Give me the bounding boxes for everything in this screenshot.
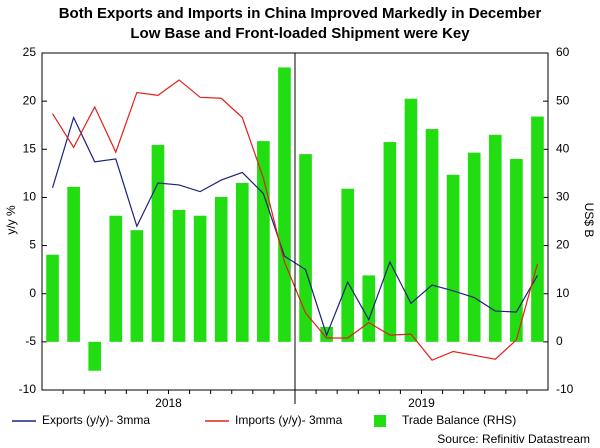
bar xyxy=(467,152,481,342)
y2-tick-label: 60 xyxy=(556,45,570,59)
y-tick-label: 10 xyxy=(23,190,37,204)
y-tick-label: 5 xyxy=(29,238,36,252)
bar xyxy=(404,98,418,342)
legend-swatch xyxy=(374,415,386,427)
y-tick-label: 0 xyxy=(29,286,36,300)
y2-tick-label: 0 xyxy=(556,334,563,348)
legend-label: Imports (y/y)- 3mma xyxy=(235,413,343,427)
y2-tick-label: 30 xyxy=(556,190,570,204)
bar xyxy=(172,209,186,342)
y2-tick-label: 40 xyxy=(556,141,570,155)
bar xyxy=(88,341,102,371)
y-axis-label: y/y % xyxy=(4,205,18,235)
x-tick-label: 2019 xyxy=(408,396,435,410)
y2-axis-label: US$ B xyxy=(582,203,596,238)
bar xyxy=(341,188,355,342)
bar xyxy=(531,116,544,342)
bar xyxy=(151,144,165,342)
bar xyxy=(109,215,123,342)
bar xyxy=(214,196,228,342)
y-tick-label: 20 xyxy=(23,93,37,107)
chart-title: Both Exports and Imports in China Improv… xyxy=(59,5,542,22)
y-tick-label: -5 xyxy=(25,334,36,348)
y2-tick-label: 20 xyxy=(556,238,570,252)
bar xyxy=(67,186,80,342)
bar xyxy=(235,182,249,342)
legend-label: Trade Balance (RHS) xyxy=(402,413,516,427)
bar xyxy=(488,134,502,342)
bar xyxy=(299,154,312,342)
bar xyxy=(510,158,523,342)
legend-label: Exports (y/y)- 3mma xyxy=(42,413,150,427)
y2-tick-label: 10 xyxy=(556,286,570,300)
bar xyxy=(425,129,439,342)
y-tick-label: -10 xyxy=(19,382,37,396)
y-tick-label: 25 xyxy=(23,45,37,59)
y-tick-label: 15 xyxy=(23,141,37,155)
bar xyxy=(278,67,291,342)
chart-subtitle: Low Base and Front-loaded Shipment were … xyxy=(130,25,470,42)
source: Source: Refinitiv Datastream xyxy=(437,432,590,446)
y2-tick-label: -10 xyxy=(556,382,574,396)
bar xyxy=(130,230,144,342)
bar xyxy=(46,254,59,342)
y2-tick-label: 50 xyxy=(556,93,570,107)
bar xyxy=(446,174,460,342)
bar xyxy=(257,141,270,342)
bar xyxy=(383,142,397,342)
bar xyxy=(193,215,207,342)
x-tick-label: 2018 xyxy=(155,396,182,410)
